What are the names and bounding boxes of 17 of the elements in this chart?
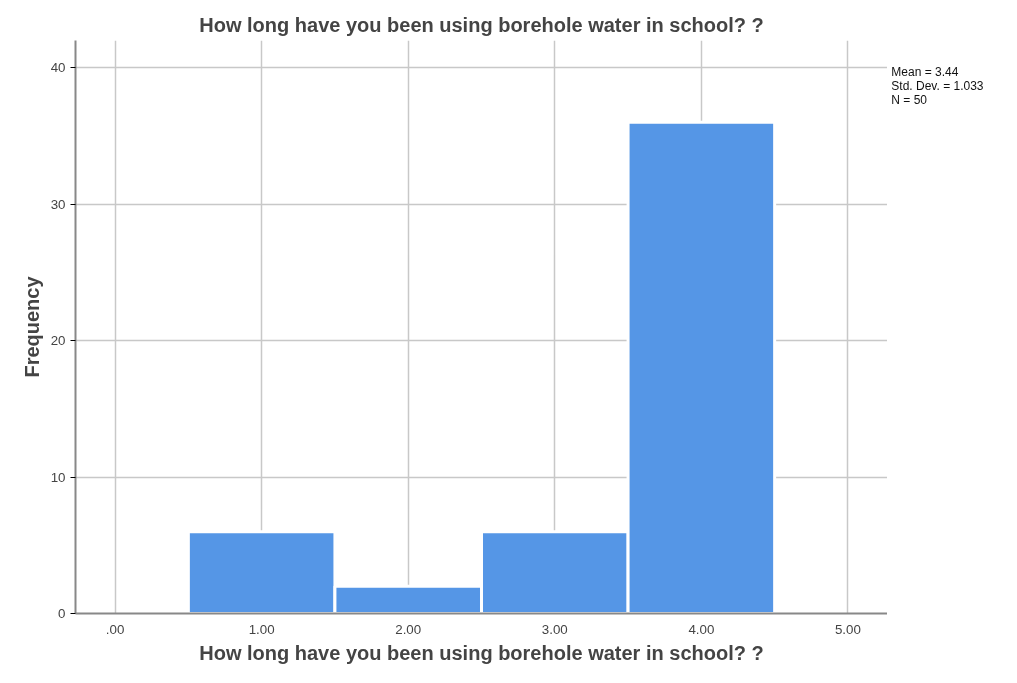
y-tick-label: 40: [50, 60, 66, 76]
text: N = 50: [891, 92, 928, 107]
x-tick-label: 1.00: [248, 621, 275, 637]
y-tick-label: 20: [50, 333, 66, 349]
chart-title: How long have you been using borehole water in school? ?: [199, 13, 764, 36]
x-tick-label: 2.00: [395, 621, 422, 637]
text: Std. Dev. = 1.033: [891, 78, 984, 93]
y-tick-label: 10: [50, 469, 66, 485]
y-tick-label: 30: [50, 196, 66, 212]
y-tick-label: 0: [58, 606, 66, 621]
x-tick-label: 5.00: [834, 621, 861, 637]
y-axis-title: Frequency: [20, 275, 43, 378]
x-tick-label: 3.00: [541, 621, 568, 637]
x-axis-title: How long have you been using borehole water in school? ?: [199, 641, 764, 664]
text: Mean = 3.44: [891, 64, 959, 79]
x-tick-label: 4.00: [688, 621, 715, 637]
x-tick-label: .00: [105, 621, 125, 637]
